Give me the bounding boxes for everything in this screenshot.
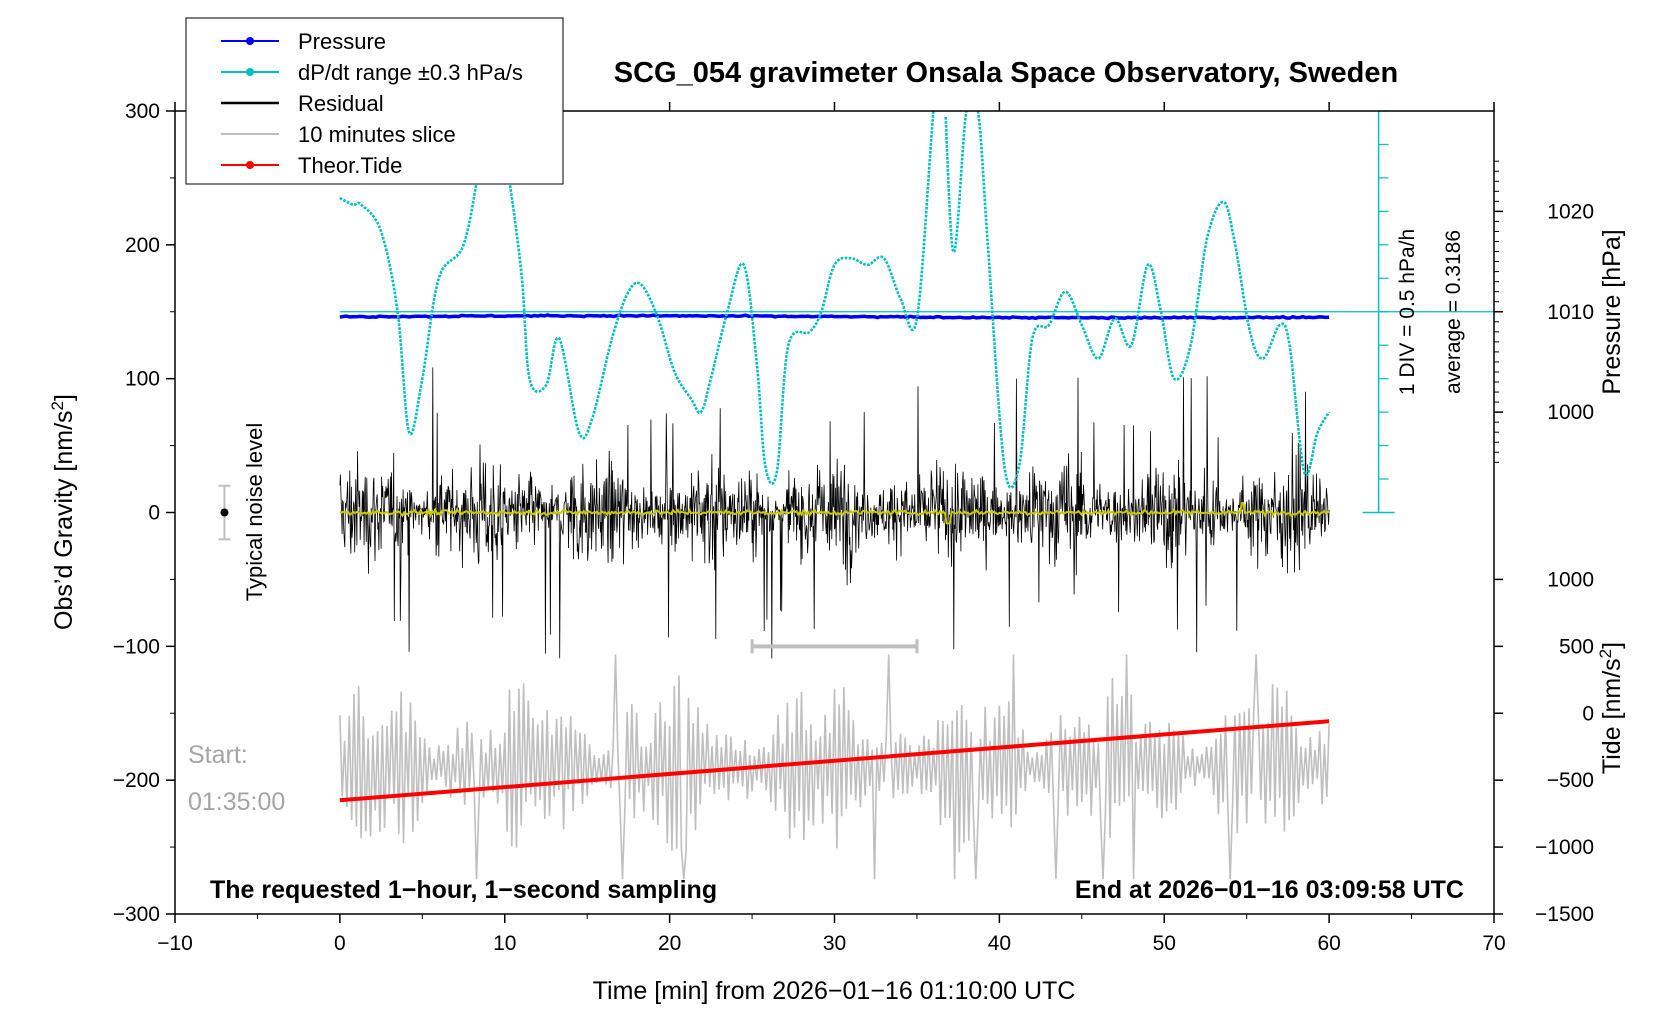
end-time-note: End at 2026−01−16 03:09:58 UTC [1075, 876, 1464, 904]
tide-tick-label: 0 [1582, 702, 1594, 725]
dpdt-line [338, 109, 1331, 490]
legend-marker [246, 68, 254, 76]
legend-label: Theor.Tide [298, 153, 402, 178]
smoothed-line [339, 502, 1330, 525]
slice-series [339, 639, 1330, 880]
x-tick-label: 20 [658, 932, 681, 955]
tide-tick-label: −1500 [1535, 903, 1594, 926]
legend: Pressure dP/dt range ±0.3 hPa/s Residual 10… [185, 17, 564, 185]
pressure-series [339, 311, 1330, 321]
pressure-tick-label: 1000 [1547, 401, 1594, 424]
x-axis: −10 0 10 20 30 40 50 60 70 [157, 102, 1506, 955]
x-axis-label: Time [min] from 2026−01−16 01:10:00 UTC [593, 977, 1076, 1005]
x-tick-label: 60 [1317, 932, 1340, 955]
tide-tick-label: 1000 [1547, 568, 1594, 591]
y-tick-label: 0 [148, 502, 160, 525]
tide-series [339, 719, 1330, 803]
tide-axis-label: Tide [nm/s2] [1596, 642, 1626, 774]
scale-div-label: 1 DIV = 0.5 hPa/h [1396, 229, 1419, 395]
tide-tick-label: −500 [1547, 769, 1594, 792]
pressure-axis-label: Pressure [hPa] [1598, 229, 1626, 394]
sampling-note: The requested 1−hour, 1−second sampling [210, 876, 717, 904]
slice-line [339, 654, 1330, 880]
chart-annotations [218, 110, 1494, 541]
legend-marker [246, 37, 254, 45]
residual-series [339, 367, 1330, 659]
legend-label: 10 minutes slice [298, 122, 456, 147]
x-tick-label: 10 [493, 932, 516, 955]
y-tick-label: −100 [113, 635, 160, 658]
legend-marker [246, 161, 254, 169]
y-tick-label: 200 [125, 234, 160, 257]
left-y-axis: 300 200 100 0 −100 −200 −300 [113, 100, 175, 926]
tide-tick-label: −1000 [1535, 836, 1594, 859]
pressure-tick-label: 1020 [1547, 200, 1594, 223]
x-tick-label: 70 [1482, 932, 1505, 955]
start-time: 01:35:00 [188, 788, 285, 816]
tide-line [339, 719, 1330, 803]
legend-label: Pressure [298, 29, 386, 54]
legend-label: Residual [298, 91, 384, 116]
pressure-line [339, 313, 1330, 321]
y-tick-label: 100 [125, 368, 160, 391]
noise-point [220, 508, 229, 517]
x-tick-label: 40 [988, 932, 1011, 955]
x-tick-label: −10 [157, 932, 193, 955]
legend-label: dP/dt range ±0.3 hPa/s [298, 60, 523, 85]
y-tick-label: 300 [125, 100, 160, 123]
y-tick-label: −300 [113, 903, 160, 926]
y-tick-label: −200 [113, 769, 160, 792]
residual-line [339, 367, 1330, 659]
tide-tick-label: 500 [1559, 635, 1594, 658]
legend-box [185, 17, 564, 185]
pressure-axis: 1020 1010 1000 [1494, 160, 1594, 463]
x-tick-label: 30 [823, 932, 846, 955]
noise-level-label: Typical noise level [242, 423, 267, 602]
chart-title: SCG_054 gravimeter Onsala Space Observat… [614, 57, 1398, 89]
scale-average-label: average = 0.3186 [1442, 230, 1465, 394]
tide-axis: 1000 500 0 −500 −1000 −1500 [1494, 568, 1594, 926]
dpdt-series [338, 109, 1331, 490]
x-tick-label: 50 [1153, 932, 1176, 955]
residual-smoothed-series [339, 502, 1330, 525]
left-y-axis-label: Obs’d Gravity [nm/s2] [48, 394, 78, 630]
pressure-tick-label: 1010 [1547, 301, 1594, 324]
x-tick-label: 0 [334, 932, 346, 955]
start-label: Start: [188, 741, 248, 769]
